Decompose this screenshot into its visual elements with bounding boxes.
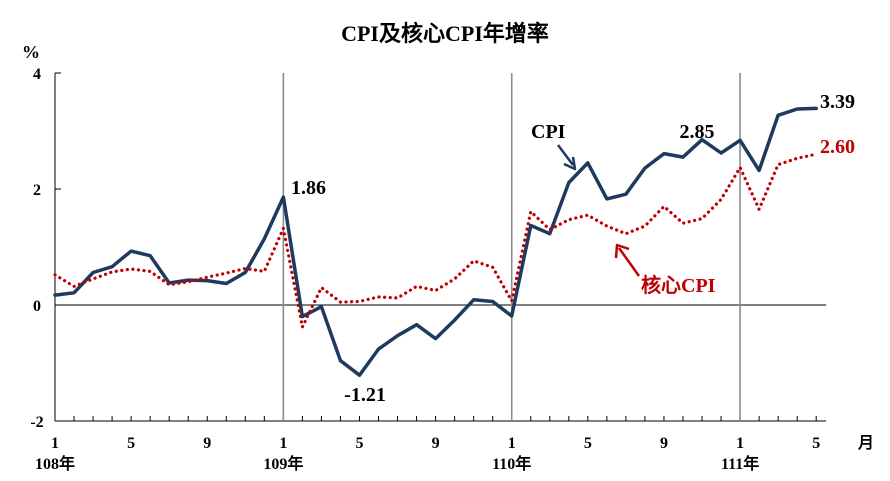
x-tick-label: 9 [432, 435, 440, 452]
value-annotation: 3.39 [820, 91, 855, 113]
x-tick-label: 5 [812, 435, 820, 452]
x-tick-label: 5 [355, 435, 363, 452]
year-dividers [282, 73, 741, 421]
x-tick-label: 1 [51, 435, 59, 452]
core-cpi-series-label: 核心CPI [641, 273, 716, 297]
cpi-label-arrowhead [563, 156, 577, 171]
x-tick-label: 5 [584, 435, 592, 452]
value-annotation: -1.21 [344, 384, 386, 406]
core-cpi-series-line [53, 152, 818, 329]
x-year-label: 109年 [263, 454, 303, 473]
value-annotation: 2.60 [820, 136, 855, 158]
annotation-layer: 1.86 -1.21 2.85 3.39 2.60 CPI 核心CPI [291, 91, 855, 406]
y-tick-label: 4 [33, 66, 41, 83]
x-year-label: 108年 [35, 454, 75, 473]
y-tick-label: -2 [30, 414, 43, 431]
x-tick-label: 9 [660, 435, 668, 452]
x-tick-label: 5 [127, 435, 135, 452]
core-cpi-label-arrowhead [614, 243, 630, 259]
cpi-series-label: CPI [531, 121, 566, 143]
x-tick-labels: 1 5 9 1 5 9 1 5 9 1 5 108年 109年 110年 111年 [35, 435, 820, 473]
x-tick-label: 1 [508, 435, 516, 452]
x-year-label: 110年 [492, 454, 531, 473]
y-tick-label: 0 [33, 298, 41, 315]
core-cpi-label-arrow [617, 247, 641, 277]
cpi-series-line [53, 106, 818, 377]
x-tick-label: 9 [203, 435, 211, 452]
value-annotation: 1.86 [291, 177, 326, 199]
chart-title: CPI及核心CPI年增率 [341, 21, 549, 46]
y-tick-label: 2 [33, 182, 41, 199]
cpi-label-arrow [557, 144, 574, 166]
y-unit-label: % [22, 42, 40, 62]
series-layer [53, 106, 818, 377]
value-annotation: 2.85 [680, 121, 715, 143]
x-year-label: 111年 [721, 454, 759, 473]
x-tick-label: 1 [279, 435, 287, 452]
x-unit-label: 月 [857, 434, 874, 452]
y-tick-labels: 4 2 0 -2 [30, 66, 43, 431]
axes [54, 72, 827, 422]
x-tick-label: 1 [736, 435, 744, 452]
